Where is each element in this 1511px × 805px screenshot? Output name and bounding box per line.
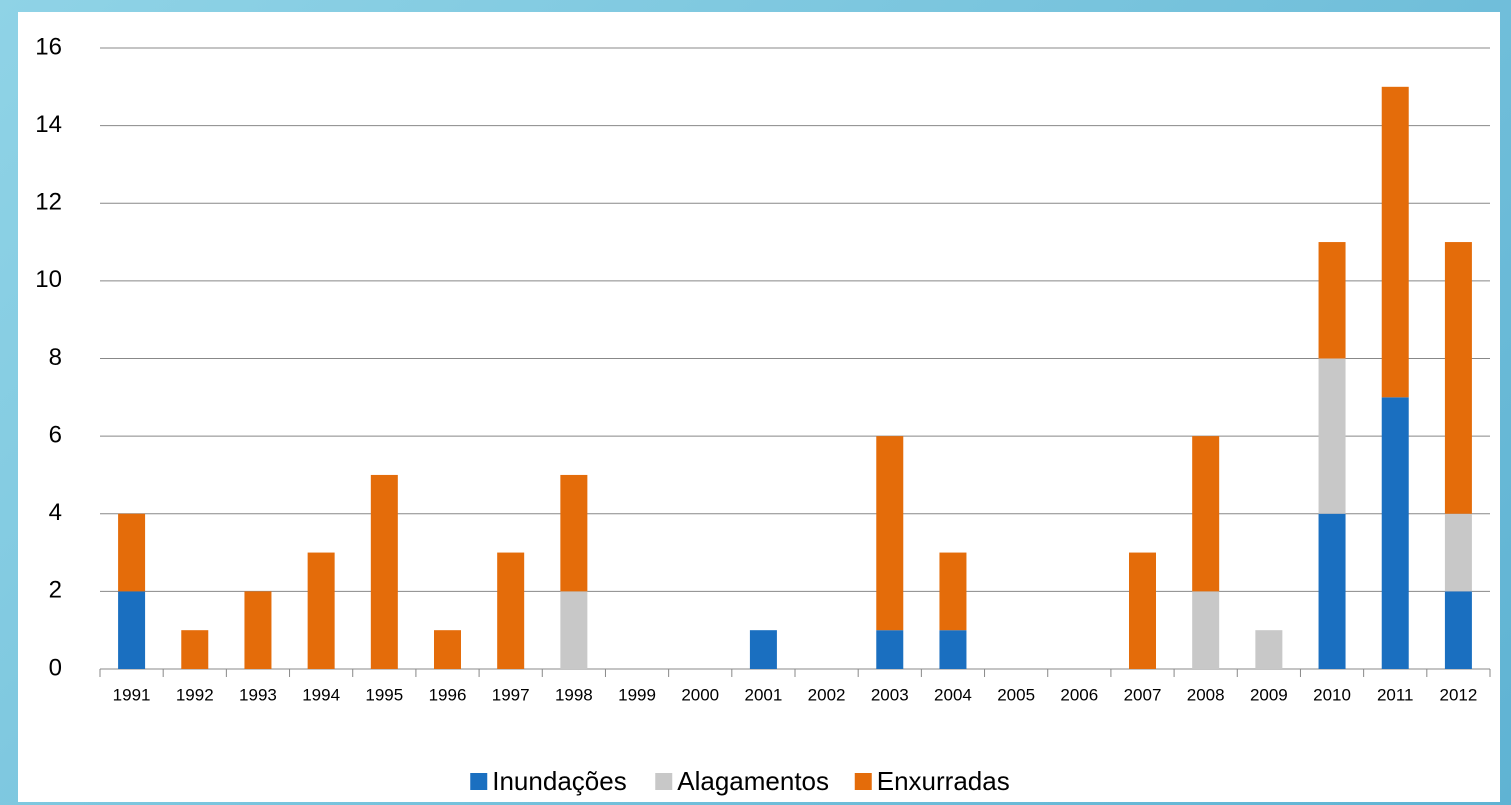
bar-segment <box>876 630 904 669</box>
x-tick-label: 2006 <box>1060 685 1098 704</box>
x-tick-label: 2011 <box>1377 685 1414 704</box>
bar-segment <box>1318 358 1346 514</box>
x-tick-label: 1995 <box>365 685 403 704</box>
y-tick-label: 12 <box>35 189 62 216</box>
bar-segment <box>560 474 588 592</box>
legend-swatch <box>655 773 673 790</box>
bar-segment <box>118 591 146 669</box>
bar-segment <box>1192 591 1220 669</box>
x-tick-label: 2012 <box>1439 685 1477 704</box>
x-tick-label: 1991 <box>113 685 151 704</box>
x-tick-label: 2003 <box>871 685 909 704</box>
x-tick-label: 1993 <box>239 685 277 704</box>
bar-segment <box>1444 242 1472 514</box>
bar-segment <box>1318 242 1346 359</box>
bar-segment <box>1381 86 1409 398</box>
x-tick-label: 1998 <box>555 685 593 704</box>
bar-segment <box>939 552 967 631</box>
bar-segment <box>560 591 588 669</box>
bar-segment <box>1318 513 1346 669</box>
bar-segment <box>307 552 335 669</box>
x-tick-label: 1997 <box>492 685 530 704</box>
y-tick-label: 6 <box>49 421 62 448</box>
legend-label: Inundações <box>492 766 626 796</box>
bar-segment <box>1381 397 1409 669</box>
bar-segment <box>1444 591 1472 669</box>
chart-area <box>18 12 1500 802</box>
y-tick-label: 14 <box>35 111 62 138</box>
x-tick-label: 1996 <box>429 685 467 704</box>
y-tick-label: 2 <box>49 577 62 604</box>
legend-swatch <box>470 773 488 790</box>
bar-segment <box>1129 552 1156 669</box>
x-tick-label: 1994 <box>302 685 340 704</box>
legend-label: Enxurradas <box>877 766 1010 796</box>
y-tick-label: 8 <box>49 344 62 371</box>
bar-segment <box>939 630 967 669</box>
legend-label: Alagamentos <box>677 766 829 796</box>
bar-segment <box>118 513 146 592</box>
x-tick-label: 2008 <box>1187 685 1225 704</box>
y-tick-label: 16 <box>35 33 62 60</box>
x-tick-label: 2001 <box>744 685 782 704</box>
x-tick-label: 2004 <box>934 685 972 704</box>
bar-segment <box>434 630 461 669</box>
y-tick-label: 4 <box>49 499 62 526</box>
legend-swatch <box>854 773 872 790</box>
bar-segment <box>370 474 398 669</box>
bar-segment <box>1444 513 1472 592</box>
bar-segment <box>497 552 525 669</box>
bar-segment <box>181 630 209 669</box>
bar-segment <box>244 591 272 669</box>
x-tick-label: 1999 <box>618 685 656 704</box>
bar-segment <box>749 630 777 669</box>
bar-segment <box>876 436 904 631</box>
x-tick-label: 2007 <box>1124 685 1162 704</box>
y-tick-label: 0 <box>49 654 62 681</box>
x-tick-label: 2010 <box>1313 685 1351 704</box>
x-tick-label: 2002 <box>808 685 846 704</box>
bar-segment <box>1192 436 1220 592</box>
x-tick-label: 2000 <box>681 685 719 704</box>
x-tick-label: 1992 <box>176 685 214 704</box>
x-tick-label: 2009 <box>1250 685 1288 704</box>
bar-segment <box>1255 630 1283 669</box>
y-tick-label: 10 <box>35 266 62 293</box>
x-tick-label: 2005 <box>997 685 1035 704</box>
